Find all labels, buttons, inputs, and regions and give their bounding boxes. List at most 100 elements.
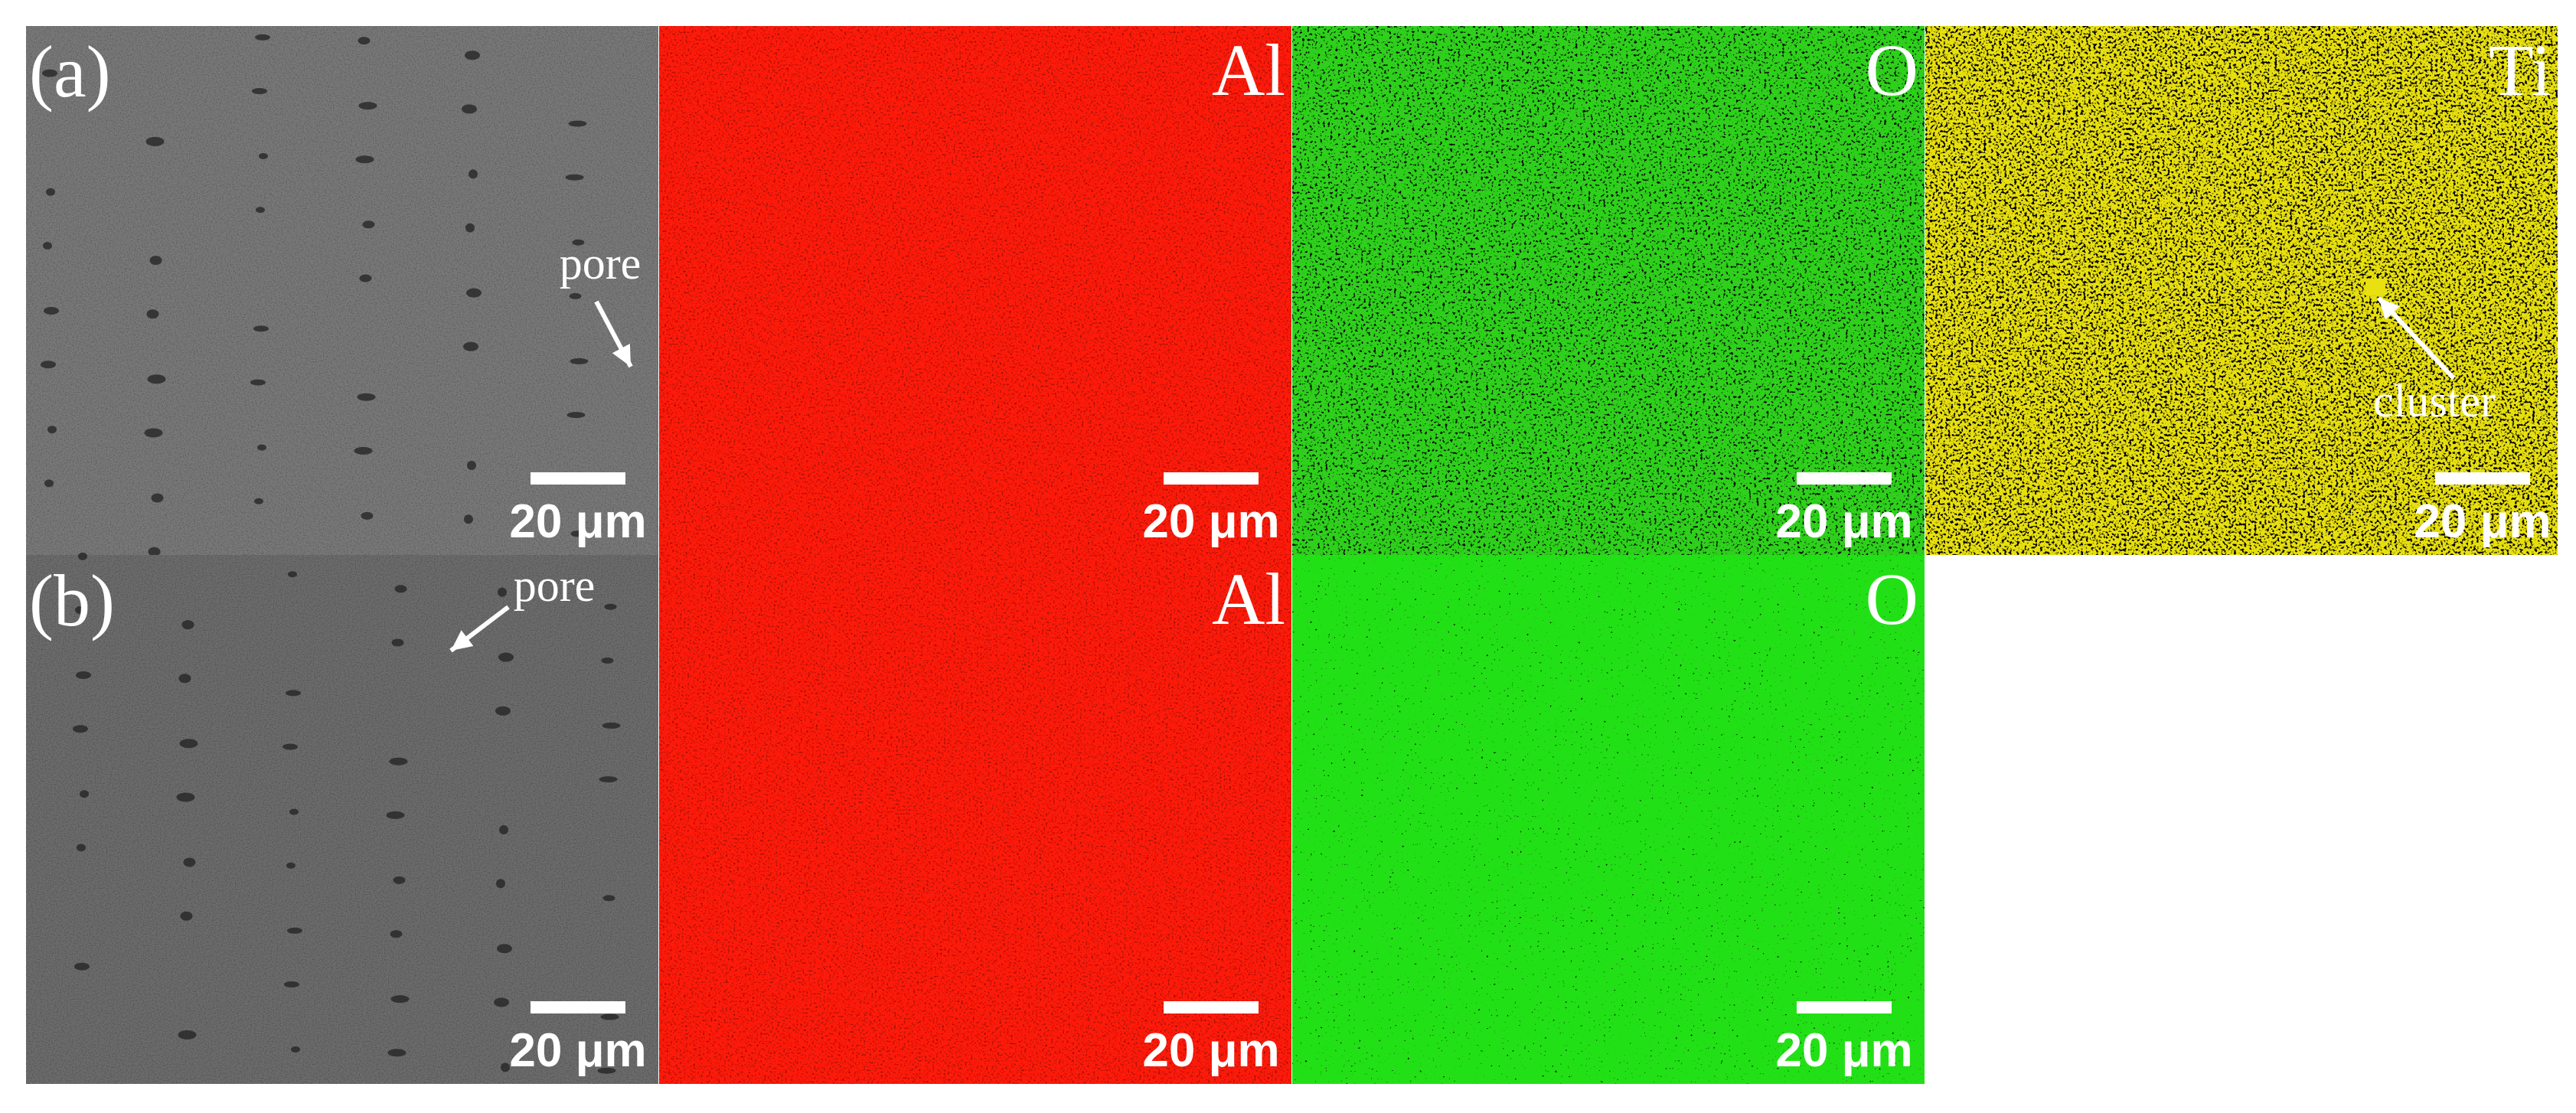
pore [146,309,159,319]
eds-map: O 20 μm [1292,26,1925,555]
panel-label: (a) [29,31,111,113]
annotation: pore [514,560,596,611]
pore [494,997,509,1007]
pore [568,120,587,127]
arrow-head [451,630,474,651]
scale-bar-label: 20 μm [1775,495,1912,548]
pore [354,446,373,455]
pore [77,844,86,852]
pore [358,37,371,45]
eds-map: O 20 μm [1292,555,1925,1084]
pore [180,911,193,921]
pore [390,995,410,1004]
pore [73,725,88,733]
pore [497,944,512,954]
pore [44,479,54,488]
scale-bar [2435,472,2530,485]
pore [148,547,161,556]
sem-texture [26,555,658,1084]
pore [359,274,372,282]
pore [602,895,615,902]
pore [465,223,475,233]
pore [463,341,478,351]
eds-map: Ti 20 μm cluster [1925,26,2558,555]
pore [565,174,584,181]
sem-image: (a) 20 μm pore [26,26,658,556]
scale-bar-label: 20 μm [1142,495,1279,548]
pore [601,657,614,664]
pore [600,1013,619,1020]
pore [144,428,163,438]
pore [469,169,478,179]
pore [255,34,270,41]
annotation: pore [560,238,642,289]
pore [358,102,377,110]
pore [43,242,52,250]
scale-bar-label: 20 μm [1142,1024,1279,1077]
pore [254,498,263,504]
pore [291,1046,300,1053]
pore [597,1067,616,1074]
element-label: O [1866,558,1918,640]
map-texture [1292,555,1925,1084]
pore [74,962,90,971]
pore [496,879,505,889]
pore [391,638,404,647]
pore [501,1062,510,1072]
pore [147,374,166,384]
pore [78,552,87,560]
pore [467,461,476,470]
pore [572,239,585,246]
pore [41,361,56,369]
panel-label: (b) [29,560,115,641]
pore [566,412,586,419]
pore [570,530,583,537]
pore [569,292,582,299]
element-label: Ti [2489,29,2552,111]
eds-map: Al 20 μm [659,26,1291,555]
pore [179,739,198,749]
scale-bar [531,1001,625,1013]
pore [288,571,297,578]
map-texture [659,26,1291,555]
pore [289,808,299,815]
eds-map: Al 20 μm [659,555,1291,1084]
pore [176,792,195,802]
pore [602,722,621,729]
cluster-spot [2365,279,2385,295]
pore [149,256,162,266]
pore [75,606,84,614]
scale-bar-label: 20 μm [1775,1024,1912,1077]
pore [259,153,268,159]
pore [253,325,269,332]
pore [44,307,59,315]
pore [604,603,617,610]
pore [357,393,376,401]
pore [465,51,480,60]
pore [145,136,165,146]
annotation: cluster [2373,376,2496,426]
pore [466,288,482,298]
pore [464,514,473,524]
sem-texture [26,26,658,555]
scale-bar [1164,1001,1259,1013]
pore [389,757,408,765]
pore [462,104,477,114]
scale-bar [1797,1001,1892,1013]
pore [570,357,589,364]
pore [252,88,267,94]
pore [355,155,374,164]
pore [46,188,55,196]
map-texture [659,555,1291,1084]
pore [282,743,298,750]
map-texture [1292,26,1925,555]
pore [257,444,266,451]
pore [47,426,57,434]
element-label: Al [1212,558,1285,640]
scale-bar-label: 20 μm [2414,495,2551,548]
pore [76,671,91,679]
pore [390,930,403,938]
scale-bar [531,472,625,485]
